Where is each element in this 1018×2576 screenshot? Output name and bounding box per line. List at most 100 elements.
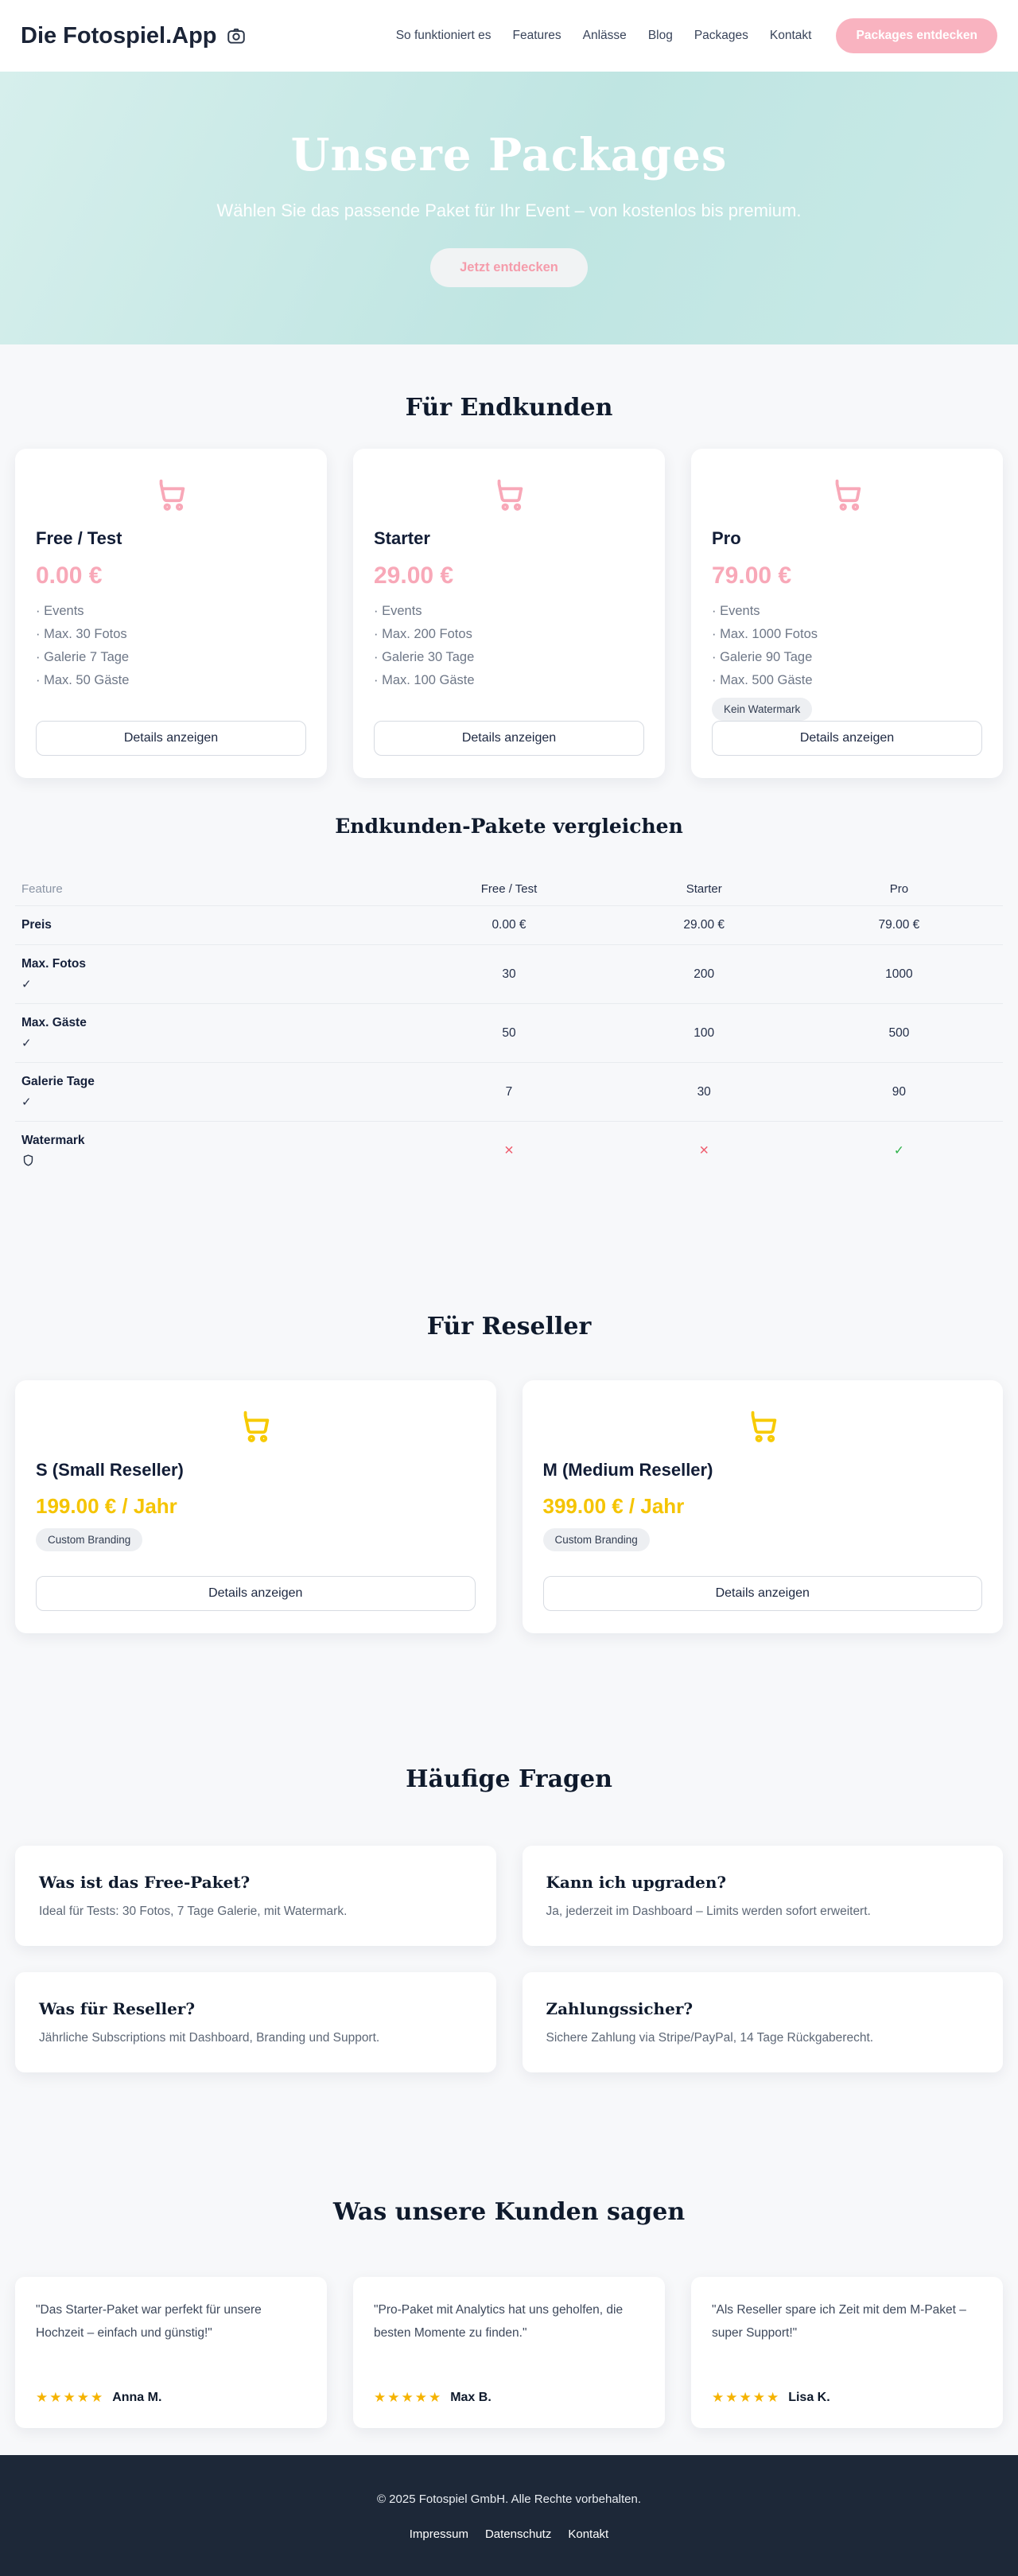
row-label: Preis: [21, 918, 52, 932]
table-row-max-gaeste: Max. Gäste ✓ 50 100 500: [15, 1004, 1003, 1063]
cell-value: 30: [697, 1084, 711, 1099]
package-price: 79.00 €: [712, 562, 792, 589]
compare-title: Endkunden-Pakete vergleichen: [335, 815, 683, 838]
cell-value: 90: [892, 1084, 907, 1099]
table-row-watermark: Watermark ✕ ✕ ✓: [15, 1122, 1003, 1179]
cell-value: 200: [694, 967, 715, 981]
faq-title: Häufige Fragen: [406, 1765, 612, 1793]
row-label: Max. Gäste ✓: [21, 1016, 411, 1050]
feature-list: Events Max. 200 Fotos Galerie 30 Tage Ma…: [374, 604, 644, 696]
row-label: Galerie Tage ✓: [21, 1075, 411, 1109]
package-name: Pro: [712, 528, 741, 548]
reseller-section: Für Reseller S (Small Reseller) 199.00 €…: [0, 1313, 1018, 1633]
feature-item: Max. 50 Gäste: [36, 673, 306, 688]
faq-question: Zahlungssicher?: [546, 1999, 694, 2018]
details-button[interactable]: Details anzeigen: [36, 1576, 476, 1611]
faq-question: Kann ich upgraden?: [546, 1873, 727, 1892]
nav-blog[interactable]: Blog: [647, 29, 673, 42]
package-badge: Custom Branding: [36, 1528, 143, 1551]
package-card-free: Free / Test 0.00 € Events Max. 30 Fotos …: [15, 449, 327, 778]
feature-item: Max. 500 Gäste: [712, 673, 982, 688]
compare-table: Feature Free / Test Starter Pro Preis 0.…: [0, 873, 1018, 1179]
compare-section: Endkunden-Pakete vergleichen Feature Fre…: [0, 815, 1018, 1179]
package-price: 199.00 € / Jahr: [36, 1494, 177, 1518]
logo[interactable]: Die Fotospiel.App: [21, 23, 247, 49]
faq-answer: Sichere Zahlung via Stripe/PayPal, 14 Ta…: [546, 2031, 874, 2045]
footer-link-kontakt[interactable]: Kontakt: [568, 2527, 609, 2541]
nav-how-it-works[interactable]: So funktioniert es: [395, 29, 492, 42]
feature-item: Max. 100 Gäste: [374, 673, 644, 688]
feature-item: Events: [374, 604, 644, 619]
column-header: Starter: [686, 882, 722, 896]
testimonial-name: Anna M.: [112, 2391, 162, 2404]
faq-section: Häufige Fragen Was ist das Free-Paket? I…: [0, 1765, 1018, 2072]
feature-item: Galerie 30 Tage: [374, 650, 644, 665]
row-label: Watermark: [21, 1134, 411, 1167]
site-header: Die Fotospiel.App So funktioniert es Fea…: [0, 0, 1018, 72]
table-row-preis: Preis 0.00 € 29.00 € 79.00 €: [15, 906, 1003, 945]
cell-value: 30: [502, 967, 516, 981]
check-mark: ✓: [21, 978, 32, 991]
nav-occasions[interactable]: Anlässe: [582, 29, 627, 42]
testimonial-quote: "Pro-Paket mit Analytics hat uns geholfe…: [374, 2303, 624, 2340]
nav-contact[interactable]: Kontakt: [769, 29, 812, 42]
nav-packages[interactable]: Packages: [694, 29, 748, 42]
shield-icon: [21, 1154, 411, 1167]
feature-item: Events: [36, 604, 306, 619]
column-header: Pro: [889, 882, 909, 896]
faq-card: Was ist das Free-Paket? Ideal für Tests:…: [15, 1846, 496, 1946]
details-button[interactable]: Details anzeigen: [542, 1576, 982, 1611]
packages-cta-button[interactable]: Packages entdecken: [836, 18, 997, 53]
cell-value: 500: [888, 1025, 910, 1040]
hero-cta-button[interactable]: Jetzt entdecken: [430, 248, 588, 288]
package-name: Free / Test: [36, 528, 122, 548]
table-row-galerie-tage: Galerie Tage ✓ 7 30 90: [15, 1063, 1003, 1122]
cart-icon: [751, 1411, 776, 1442]
footer-link-datenschutz[interactable]: Datenschutz: [484, 2527, 552, 2541]
cart-icon: [835, 479, 861, 511]
reseller-card-s: S (Small Reseller) 199.00 € / Jahr Custo…: [15, 1380, 496, 1633]
cell-value: 29.00 €: [683, 918, 725, 932]
check-mark: ✓: [21, 1037, 32, 1050]
star-rating: ★★★★★: [36, 2390, 105, 2405]
faq-question: Was ist das Free-Paket?: [39, 1873, 251, 1892]
feature-item: Max. 200 Fotos: [374, 627, 644, 642]
testimonial-card: "Pro-Paket mit Analytics hat uns geholfe…: [353, 2277, 665, 2428]
logo-text: Die Fotospiel.App: [21, 22, 217, 49]
testimonial-card: "Als Reseller spare ich Zeit mit dem M-P…: [691, 2277, 1003, 2428]
details-button[interactable]: Details anzeigen: [36, 721, 306, 756]
testimonial-name: Max B.: [450, 2391, 492, 2404]
nav-features[interactable]: Features: [512, 29, 561, 42]
package-badge: Custom Branding: [542, 1528, 650, 1551]
endkunden-section: Für Endkunden Free / Test 0.00 € Events …: [0, 344, 1018, 778]
cart-icon: [497, 479, 523, 511]
feature-item: Max. 1000 Fotos: [712, 627, 982, 642]
details-button[interactable]: Details anzeigen: [712, 721, 982, 756]
testimonials-title: Was unsere Kunden sagen: [332, 2198, 686, 2226]
package-card-pro: Pro 79.00 € Events Max. 1000 Fotos Galer…: [691, 449, 1003, 778]
testimonial-card: "Das Starter-Paket war perfekt für unser…: [15, 2277, 327, 2428]
main-nav: So funktioniert es Features Anlässe Blog…: [396, 18, 997, 53]
check-mark: ✓: [893, 1143, 904, 1158]
package-price: 0.00 €: [36, 562, 103, 589]
feature-item: Galerie 7 Tage: [36, 650, 306, 665]
footer-link-impressum[interactable]: Impressum: [409, 2527, 468, 2541]
star-rating: ★★★★★: [712, 2390, 781, 2405]
feature-item: Max. 30 Fotos: [36, 627, 306, 642]
package-name: S (Small Reseller): [36, 1460, 184, 1480]
faq-answer: Ideal für Tests: 30 Fotos, 7 Tage Galeri…: [39, 1905, 348, 1918]
table-header-row: Feature Free / Test Starter Pro: [15, 873, 1003, 906]
cross-mark: ✕: [698, 1143, 709, 1158]
package-card-starter: Starter 29.00 € Events Max. 200 Fotos Ga…: [353, 449, 665, 778]
cart-icon: [159, 479, 185, 511]
package-badge: Kein Watermark: [712, 698, 813, 721]
feature-item: Galerie 90 Tage: [712, 650, 982, 665]
column-header: Free / Test: [480, 882, 538, 896]
endkunden-title: Für Endkunden: [405, 394, 613, 422]
package-name: Starter: [374, 528, 430, 548]
cell-value: 1000: [885, 967, 913, 981]
faq-card: Zahlungssicher? Sichere Zahlung via Stri…: [522, 1972, 1003, 2072]
cell-value: 0.00 €: [492, 918, 526, 932]
details-button[interactable]: Details anzeigen: [374, 721, 644, 756]
testimonial-name: Lisa K.: [788, 2391, 830, 2404]
